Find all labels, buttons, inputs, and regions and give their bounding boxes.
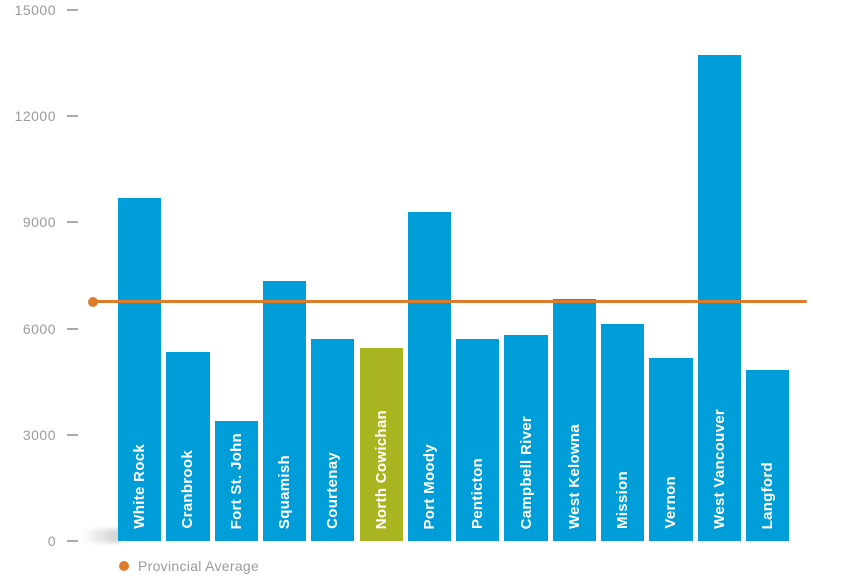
y-tick-label-6000: 6000 xyxy=(22,320,56,337)
provincial-average-line xyxy=(88,296,807,307)
bar-label: Cranbrook xyxy=(179,450,197,529)
bar-label: North Cowichan xyxy=(372,409,390,529)
y-tick-label-0: 0 xyxy=(47,533,56,549)
y-tick-mark-9000 xyxy=(67,221,78,224)
legend-label: Provincial Average xyxy=(138,558,260,574)
provincial-average-dot-icon xyxy=(88,296,98,307)
bar-label: West Vancouver xyxy=(710,409,728,529)
legend: Provincial Average xyxy=(119,558,259,574)
y-tick-label-15000: 15000 xyxy=(14,2,56,18)
y-tick-mark-0 xyxy=(67,540,78,542)
y-tick-label-12000: 12000 xyxy=(14,108,56,125)
legend-dot-icon xyxy=(119,561,129,571)
bar-mission: Mission xyxy=(601,324,645,541)
bar-label: West Kelowna xyxy=(565,423,583,529)
bar-label: Mission xyxy=(614,471,632,529)
y-tick-label-9000: 9000 xyxy=(22,214,56,231)
bar-west-kelowna: West Kelowna xyxy=(552,298,596,541)
bar-west-vancouver: West Vancouver xyxy=(697,55,741,541)
bar-squamish: Squamish xyxy=(262,280,307,541)
bar-label: Port Moody xyxy=(420,443,438,530)
bar-white-rock: White Rock xyxy=(118,198,162,541)
bar-shadow xyxy=(76,529,120,543)
y-tick-mark-15000 xyxy=(67,9,78,11)
bar-label: Fort St. John xyxy=(227,432,245,529)
y-tick-mark-3000 xyxy=(67,433,78,436)
bar-label: Penticton xyxy=(469,457,487,529)
bar-cranbrook: Cranbrook xyxy=(166,352,210,541)
bar-label: Squamish xyxy=(276,454,294,529)
bar-north-cowichan: North Cowichan xyxy=(359,348,403,541)
bar-campbell-river: Campbell River xyxy=(504,334,548,541)
bar-fort-st-john: Fort St. John xyxy=(214,421,258,541)
bar-label: Langford xyxy=(759,461,777,529)
bar-label: White Rock xyxy=(131,444,149,529)
y-tick-label-3000: 3000 xyxy=(22,426,56,443)
bar-port-moody: Port Moody xyxy=(407,211,452,541)
bar-label: Courtenay xyxy=(324,452,342,529)
bar-label: Campbell River xyxy=(517,415,535,529)
bar-penticton: Penticton xyxy=(456,339,500,541)
bar-courtenay: Courtenay xyxy=(311,338,355,541)
bar-label: Vernon xyxy=(662,476,680,529)
y-tick-mark-6000 xyxy=(67,327,78,330)
y-tick-mark-12000 xyxy=(67,115,78,118)
bar-vernon: Vernon xyxy=(649,357,693,541)
bar-langford: Langford xyxy=(745,370,790,541)
